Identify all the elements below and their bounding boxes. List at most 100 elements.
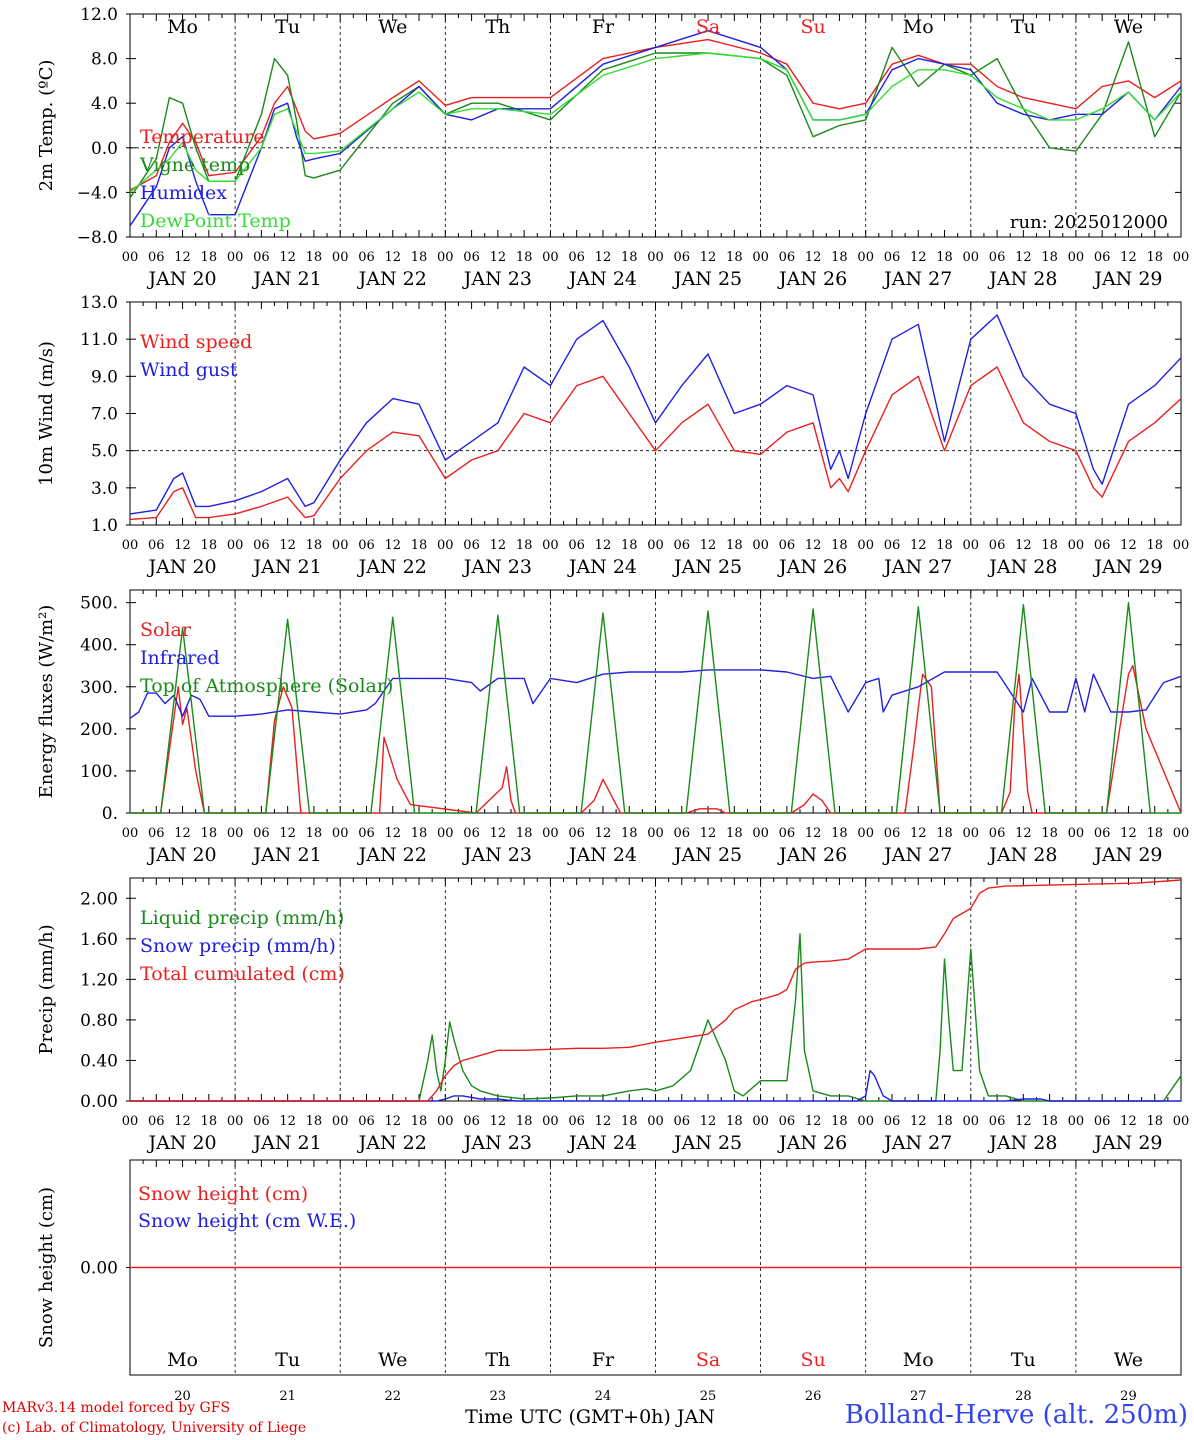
hour-tick-label: 18	[831, 1114, 848, 1129]
hour-tick-label: 12	[279, 538, 296, 553]
y-tick-label: 5.0	[91, 442, 118, 462]
hour-tick-label: 00	[542, 1114, 559, 1129]
y-tick-label: 8.0	[91, 50, 118, 70]
hour-tick-label: 18	[201, 826, 218, 841]
hour-tick-label: 00	[122, 250, 139, 265]
hour-tick-label: 06	[358, 1114, 375, 1129]
hour-tick-label: 06	[674, 826, 691, 841]
legend-entry: Snow precip (mm/h)	[140, 935, 336, 957]
hour-tick-label: 00	[1068, 250, 1085, 265]
day-number-label: 25	[700, 1389, 717, 1404]
hour-tick-label: 00	[227, 250, 244, 265]
hour-tick-label: 06	[148, 250, 165, 265]
hour-tick-label: 00	[122, 538, 139, 553]
y-axis-title: Precip (mm/h)	[36, 924, 57, 1054]
hour-tick-label: 12	[805, 826, 822, 841]
hour-tick-label: 06	[463, 250, 480, 265]
hour-tick-label: 12	[279, 250, 296, 265]
hour-tick-label: 18	[1146, 538, 1163, 553]
date-label: JAN 24	[567, 1132, 637, 1154]
hour-tick-label: 00	[752, 250, 769, 265]
hour-tick-label: 12	[910, 1114, 927, 1129]
y-tick-label: 7.0	[91, 405, 118, 425]
hour-tick-label: 06	[989, 538, 1006, 553]
hour-tick-label: 12	[595, 538, 612, 553]
date-label: JAN 24	[567, 556, 637, 578]
series-line-vigne-temp	[129, 41, 1182, 199]
weekday-label: Fr	[592, 1349, 615, 1371]
hour-tick-label: 18	[936, 1114, 953, 1129]
hour-tick-label: 18	[1041, 538, 1058, 553]
day-number-label: 26	[805, 1389, 822, 1404]
hour-tick-label: 06	[674, 250, 691, 265]
series-line-infrared	[129, 669, 1182, 719]
hour-tick-label: 00	[332, 250, 349, 265]
hour-tick-label: 06	[253, 1114, 270, 1129]
date-label: JAN 22	[357, 556, 427, 578]
hour-tick-label: 06	[779, 250, 796, 265]
hour-tick-label: 18	[1146, 250, 1163, 265]
hour-tick-label: 12	[910, 250, 927, 265]
hour-tick-label: 06	[1094, 538, 1111, 553]
legend-entry: Vigne temp	[139, 154, 250, 176]
hour-tick-label: 00	[1173, 250, 1190, 265]
y-tick-label: 1.20	[80, 970, 118, 990]
hour-tick-label: 12	[1015, 538, 1032, 553]
legend-entry: Wind speed	[140, 331, 252, 353]
date-label: JAN 23	[462, 556, 532, 578]
hour-tick-label: 12	[700, 826, 717, 841]
legend-entry: Snow height (cm)	[138, 1183, 308, 1205]
hour-tick-label: 18	[621, 250, 638, 265]
date-label: JAN 22	[357, 268, 427, 290]
day-number-label: 20	[174, 1389, 191, 1404]
y-tick-label: 13.0	[80, 293, 118, 313]
date-label: JAN 27	[882, 1132, 952, 1154]
day-number-label: 21	[279, 1389, 296, 1404]
date-label: JAN 29	[1092, 1132, 1162, 1154]
hour-tick-label: 12	[490, 250, 507, 265]
hour-tick-label: 12	[279, 1114, 296, 1129]
hour-tick-label: 18	[306, 1114, 323, 1129]
day-number-label: 29	[1120, 1389, 1137, 1404]
weekday-label: Th	[485, 1349, 510, 1371]
date-label: JAN 20	[146, 844, 216, 866]
series-line-total-cumulated-cm	[130, 879, 1182, 1102]
date-label: JAN 26	[777, 844, 847, 866]
date-label: JAN 21	[252, 556, 322, 578]
hour-tick-label: 12	[700, 1114, 717, 1129]
hour-tick-label: 12	[1015, 1114, 1032, 1129]
hour-tick-label: 06	[463, 826, 480, 841]
date-label: JAN 26	[777, 1132, 847, 1154]
hour-tick-label: 18	[411, 538, 428, 553]
hour-tick-label: 12	[174, 250, 191, 265]
date-label: JAN 23	[462, 268, 532, 290]
hour-tick-label: 06	[358, 538, 375, 553]
weekday-label: Su	[801, 1349, 826, 1371]
date-label: JAN 29	[1092, 556, 1162, 578]
hour-tick-label: 06	[568, 538, 585, 553]
hour-tick-label: 18	[1146, 1114, 1163, 1129]
hour-tick-label: 06	[148, 1114, 165, 1129]
hour-tick-label: 12	[1120, 826, 1137, 841]
hour-tick-label: 00	[542, 826, 559, 841]
weekday-label: Mo	[167, 16, 198, 38]
date-label: JAN 28	[987, 1132, 1057, 1154]
hour-tick-label: 18	[201, 1114, 218, 1129]
hour-tick-label: 06	[358, 250, 375, 265]
date-label: JAN 24	[567, 268, 637, 290]
hour-tick-label: 12	[174, 538, 191, 553]
hour-tick-label: 00	[752, 538, 769, 553]
series-line-wind-gust	[129, 314, 1182, 515]
hour-tick-label: 18	[1146, 826, 1163, 841]
date-label: JAN 25	[672, 268, 742, 290]
hour-tick-label: 00	[332, 538, 349, 553]
date-label: JAN 27	[882, 556, 952, 578]
series-line-humidex	[129, 30, 1182, 227]
hour-tick-label: 06	[674, 538, 691, 553]
date-label: JAN 25	[672, 1132, 742, 1154]
hour-tick-label: 12	[1120, 1114, 1137, 1129]
hour-tick-label: 00	[1173, 1114, 1190, 1129]
hour-tick-label: 00	[647, 250, 664, 265]
weekday-label: We	[378, 16, 407, 38]
hour-tick-label: 06	[463, 538, 480, 553]
